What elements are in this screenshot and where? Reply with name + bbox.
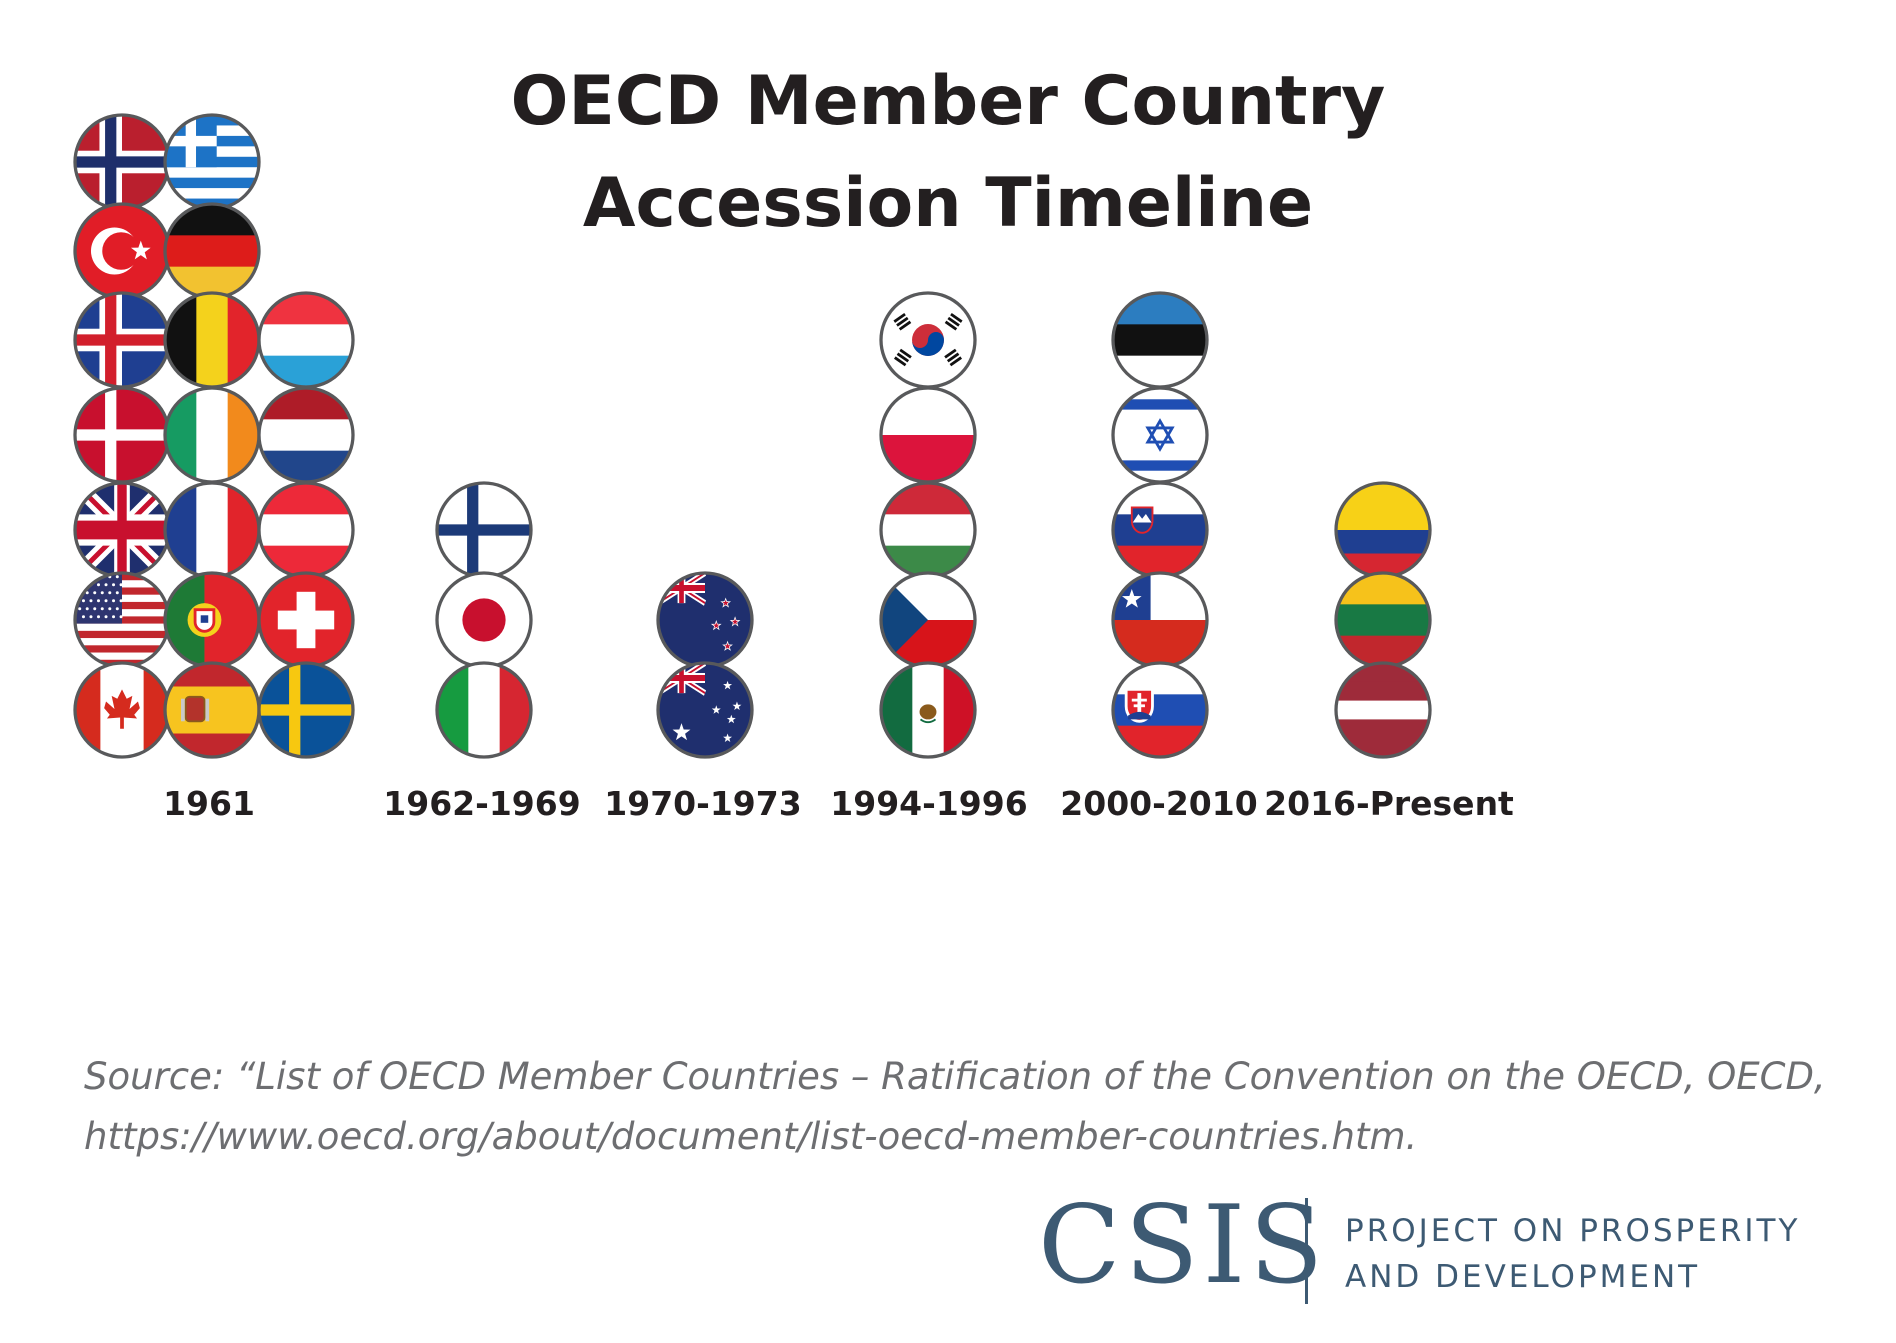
flag-south-korea bbox=[879, 291, 977, 389]
logo-subtitle-line-1: PROJECT ON PROSPERITY bbox=[1345, 1213, 1801, 1249]
period-label-1994-1996: 1994-1996 bbox=[830, 784, 1027, 823]
flag-united-kingdom bbox=[73, 481, 171, 579]
flag-italy bbox=[435, 661, 533, 759]
flag-iceland bbox=[73, 291, 171, 389]
flag-germany bbox=[163, 202, 261, 300]
flag-estonia bbox=[1111, 291, 1209, 389]
flag-chile bbox=[1111, 571, 1209, 669]
flag-japan bbox=[435, 571, 533, 669]
period-label-2016-present: 2016-Present bbox=[1264, 784, 1514, 823]
flag-ireland bbox=[163, 386, 261, 484]
flag-timeline-chart: 1961 1962-1969 1970-1973 1994-1996 2000-2010… bbox=[73, 113, 1514, 823]
flag-austria bbox=[257, 481, 355, 579]
flag-spain bbox=[163, 661, 261, 759]
flag-belgium bbox=[163, 291, 261, 389]
flag-united-states bbox=[73, 571, 171, 669]
source-citation-line-2: https://www.oecd.org/about/document/list… bbox=[84, 1115, 1418, 1158]
source-citation-line-1: Source: “List of OECD Member Countries –… bbox=[84, 1055, 1826, 1098]
flag-poland bbox=[879, 386, 977, 484]
flag-sweden bbox=[257, 661, 355, 759]
flag-australia bbox=[656, 661, 754, 759]
flag-luxembourg bbox=[257, 291, 355, 389]
csis-logo-wordmark: CSIS bbox=[1038, 1183, 1328, 1308]
period-label-1970-1973: 1970-1973 bbox=[604, 784, 801, 823]
flag-switzerland bbox=[257, 571, 355, 669]
chart-title-line-1: OECD Member Country bbox=[510, 62, 1386, 141]
flag-slovenia bbox=[1111, 481, 1209, 579]
period-label-2000-2010: 2000-2010 bbox=[1060, 784, 1257, 823]
flag-lithuania bbox=[1334, 571, 1432, 669]
flag-mexico bbox=[879, 661, 977, 759]
logo-divider bbox=[1305, 1198, 1308, 1304]
flag-finland bbox=[435, 481, 533, 579]
flag-france bbox=[163, 481, 261, 579]
flag-portugal bbox=[163, 571, 261, 669]
logo-subtitle-line-2: AND DEVELOPMENT bbox=[1345, 1259, 1701, 1295]
flag-hungary bbox=[879, 481, 977, 579]
flag-latvia bbox=[1334, 661, 1432, 759]
period-label-1961: 1961 bbox=[163, 784, 255, 823]
flag-greece bbox=[163, 113, 261, 211]
flag-colombia bbox=[1334, 481, 1432, 579]
flag-new-zealand bbox=[656, 571, 754, 669]
flag-norway bbox=[73, 113, 171, 211]
flag-israel bbox=[1111, 386, 1209, 484]
flag-czech-republic bbox=[879, 571, 977, 669]
period-label-1962-1969: 1962-1969 bbox=[383, 784, 580, 823]
period-labels-layer: 1961 1962-1969 1970-1973 1994-1996 2000-2010… bbox=[163, 784, 1514, 823]
flags-layer bbox=[73, 113, 1432, 759]
flag-slovakia bbox=[1111, 661, 1209, 759]
flag-denmark bbox=[73, 386, 171, 484]
flag-canada bbox=[73, 661, 171, 759]
flag-turkey bbox=[73, 202, 171, 300]
chart-title-line-2: Accession Timeline bbox=[582, 164, 1314, 243]
flag-netherlands bbox=[257, 386, 355, 484]
